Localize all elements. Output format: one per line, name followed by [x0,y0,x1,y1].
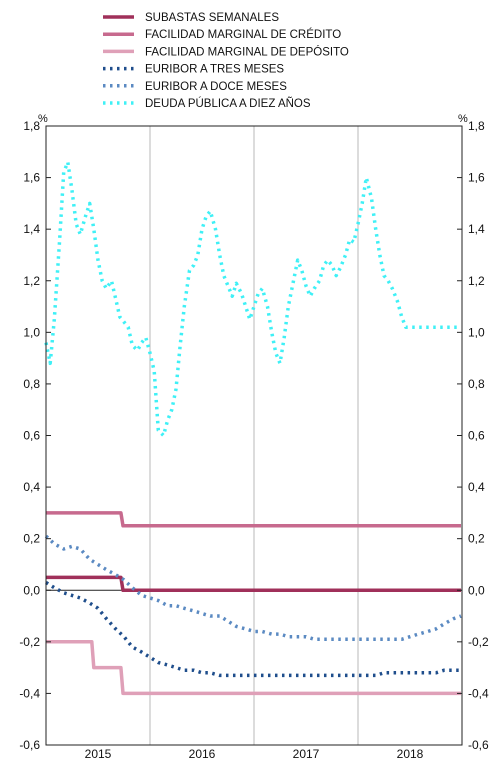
y-tick-label-left: -0,4 [19,686,40,700]
legend-label-facilidad-marginal-de-credito: FACILIDAD MARGINAL DE CRÉDITO [145,28,341,41]
series-line-facilidad-marginal-de-deposito [46,640,461,696]
y-tick-label-left: 1,6 [23,171,40,185]
y-tick-label-right: 1,8 [468,119,485,133]
x-tick-label: 2016 [189,747,216,760]
y-tick-label-left: 0,4 [23,480,40,494]
x-tick-label: 2018 [397,747,424,760]
y-tick-label-left: -0,6 [19,738,40,752]
x-tick-label: 2017 [293,747,320,760]
y-tick-label-right: 0,2 [468,532,485,546]
grid [46,126,462,745]
y-tick-label-left: 0,0 [23,583,40,597]
y-tick-label-right: -0,6 [468,738,489,752]
y-tick-label-left: 1,4 [23,222,40,236]
y-tick-label-right: 1,6 [468,171,485,185]
right-unit-label: % [458,113,468,125]
legend-label-euribor-a-tres-meses: EURIBOR A TRES MESES [145,64,284,76]
legend-label-euribor-a-doce-meses: EURIBOR A DOCE MESES [145,81,287,93]
y-tick-label-left: 0,6 [23,429,40,443]
y-tick-label-left: 1,2 [23,274,40,288]
x-tick-label: 2015 [85,747,112,760]
y-tick-label-left: 1,0 [23,325,40,339]
y-tick-label-right: 0,0 [468,583,485,597]
legend-label-subastas-semanales: SUBASTAS SEMANALES [145,12,279,24]
y-tick-label-left: 1,8 [23,119,40,133]
legend: SUBASTAS SEMANALES FACILIDAD MARGINAL DE … [103,12,349,110]
y-tick-label-right: 1,2 [468,274,485,288]
y-tick-label-right: 0,8 [468,377,485,391]
y-tick-label-right: -0,4 [468,686,489,700]
series-line-euribor-a-tres-meses [45,581,461,678]
y-tick-label-left: 0,2 [23,532,40,546]
series-group [44,160,462,696]
y-tick-label-right: 1,0 [468,325,485,339]
legend-label-deuda-publica-a-diez-anos: DEUDA PÚBLICA A DIEZ AÑOS [145,97,311,110]
y-tick-label-left: 0,8 [23,377,40,391]
y-tick-label-left: -0,2 [19,635,40,649]
series-line-deuda-publica-a-diez-anos [44,160,461,438]
y-tick-label-right: 0,4 [468,480,485,494]
legend-label-facilidad-marginal-de-deposito: FACILIDAD MARGINAL DE DEPÓSITO [145,45,349,58]
series-line-subastas-semanales [46,575,461,593]
y-tick-label-right: 0,6 [468,429,485,443]
series-line-facilidad-marginal-de-credito [46,511,461,528]
left-unit-label: % [38,113,48,125]
y-tick-label-right: 1,4 [468,222,485,236]
y-tick-label-right: -0,2 [468,635,489,649]
axes: -0,6 -0,6 -0,4 -0,4 -0,2 -0,2 0,0 0,0 0,2 0,2 0,4 0… [19,119,489,760]
